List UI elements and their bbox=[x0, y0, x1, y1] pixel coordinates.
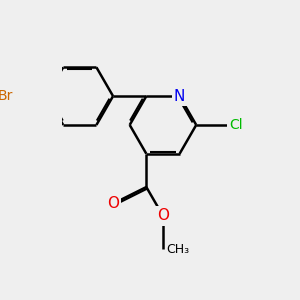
Text: Br: Br bbox=[0, 89, 13, 103]
Text: O: O bbox=[157, 208, 169, 223]
Text: Cl: Cl bbox=[230, 118, 243, 132]
Text: CH₃: CH₃ bbox=[166, 243, 189, 256]
Text: N: N bbox=[174, 88, 185, 104]
Text: O: O bbox=[107, 196, 119, 211]
